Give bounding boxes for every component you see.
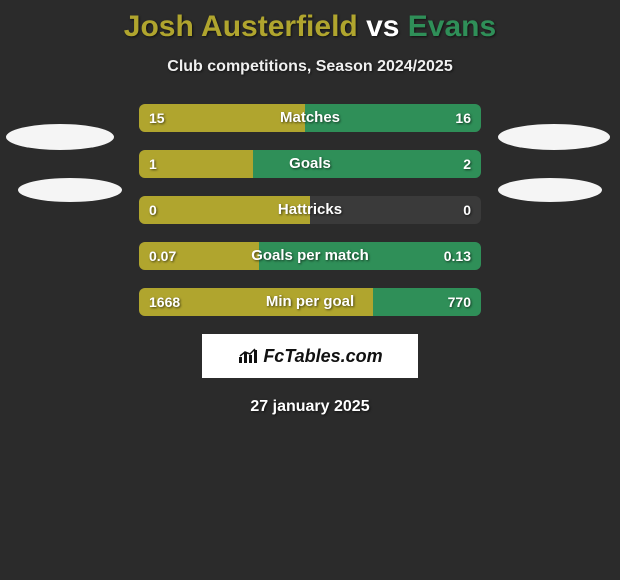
date: 27 january 2025 [0,398,620,416]
vs-text: vs [366,10,399,43]
logo-text: FcTables.com [263,346,382,367]
comparison-title: Josh Austerfield vs Evans [0,0,620,44]
stat-label: Goals [139,150,481,178]
player-badge-placeholder [498,178,602,202]
chart-icon [237,347,259,365]
player-badge-placeholder [498,124,610,150]
logo: FcTables.com [237,346,382,367]
subtitle: Club competitions, Season 2024/2025 [0,58,620,76]
stat-label: Matches [139,104,481,132]
player1-name: Josh Austerfield [124,10,358,43]
stat-label: Min per goal [139,288,481,316]
stat-label: Goals per match [139,242,481,270]
logo-box: FcTables.com [202,334,418,378]
stat-row: 00Hattricks [139,196,481,224]
player-badge-placeholder [18,178,122,202]
player-badge-placeholder [6,124,114,150]
stat-row: 1668770Min per goal [139,288,481,316]
player2-name: Evans [408,10,496,43]
stat-row: 12Goals [139,150,481,178]
stat-row: 0.070.13Goals per match [139,242,481,270]
stats-container: 1516Matches 12Goals 00Hattricks 0.070.13Goa… [139,104,481,316]
stat-row: 1516Matches [139,104,481,132]
stat-label: Hattricks [139,196,481,224]
